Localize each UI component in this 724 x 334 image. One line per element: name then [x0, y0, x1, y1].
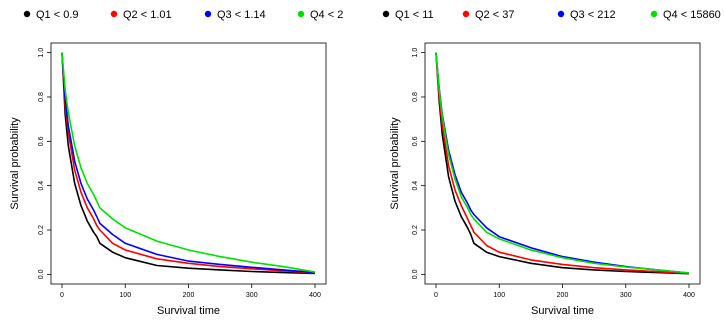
y-axis-title: Survival probability	[389, 117, 401, 210]
series-line-4	[435, 52, 690, 274]
y-tick-label: 0.2	[38, 225, 45, 235]
chart-panel-right: 0 100 200 300 400 0.0 0.2 0.4 0.6 0.8 1.0 Survival …	[382, 9, 721, 317]
legend-marker	[297, 10, 305, 18]
chart-panel-left: 0 100 200 300 400 0.0 0.2 0.4 0.6 0.8 1.0 Survival …	[9, 9, 343, 317]
series-line-3	[61, 52, 316, 274]
y-tick-label: 1.0	[38, 48, 45, 58]
y-tick-label: 0.6	[38, 136, 45, 146]
x-tick-label: 100	[493, 292, 505, 299]
y-tick-label: 0.6	[412, 136, 419, 146]
x-tick-label: 0	[434, 292, 438, 299]
legend-marker	[204, 10, 212, 18]
plot-frame	[424, 42, 701, 285]
x-tick-label: 100	[119, 292, 131, 299]
y-tick-label: 0.4	[38, 181, 45, 191]
legend-label: Q4 < 15860	[663, 9, 721, 21]
legend-label: Q2 < 1.01	[123, 9, 172, 21]
legend-marker	[650, 10, 658, 18]
y-tick-label: 0.8	[412, 92, 419, 102]
legend-label: Q2 < 37	[475, 9, 514, 21]
y-tick-label: 0.8	[38, 92, 45, 102]
series-line-2	[435, 52, 690, 275]
x-tick-label: 0	[60, 292, 64, 299]
y-tick-label: 0.0	[38, 269, 45, 279]
series-line-1	[61, 52, 316, 275]
legend-label: Q3 < 212	[570, 9, 616, 21]
y-tick-label: 0.2	[412, 225, 419, 235]
legend-label: Q3 < 1.14	[217, 9, 266, 21]
x-axis-title: Survival time	[531, 305, 594, 317]
series-line-4	[61, 52, 316, 273]
legend-label: Q4 < 2	[310, 9, 343, 21]
plot-frame	[50, 42, 327, 285]
legend-marker	[382, 10, 390, 18]
y-tick-label: 1.0	[412, 48, 419, 58]
legend-marker	[462, 10, 470, 18]
series-line-3	[435, 52, 690, 274]
x-tick-label: 400	[309, 292, 321, 299]
x-axis-title: Survival time	[157, 305, 220, 317]
y-axis-title: Survival probability	[9, 117, 21, 210]
legend-label: Q1 < 11	[395, 9, 434, 21]
x-tick-label: 300	[246, 292, 258, 299]
x-tick-label: 200	[183, 292, 195, 299]
y-tick-label: 0.4	[412, 181, 419, 191]
x-tick-label: 200	[557, 292, 569, 299]
legend-label: Q1 < 0.9	[36, 9, 79, 21]
x-tick-label: 300	[620, 292, 632, 299]
y-tick-label: 0.0	[412, 269, 419, 279]
x-tick-label: 400	[683, 292, 695, 299]
legend-marker	[110, 10, 118, 18]
series-line-2	[61, 52, 316, 274]
legend-marker	[23, 10, 31, 18]
legend-marker	[557, 10, 565, 18]
series-line-1	[435, 52, 690, 275]
